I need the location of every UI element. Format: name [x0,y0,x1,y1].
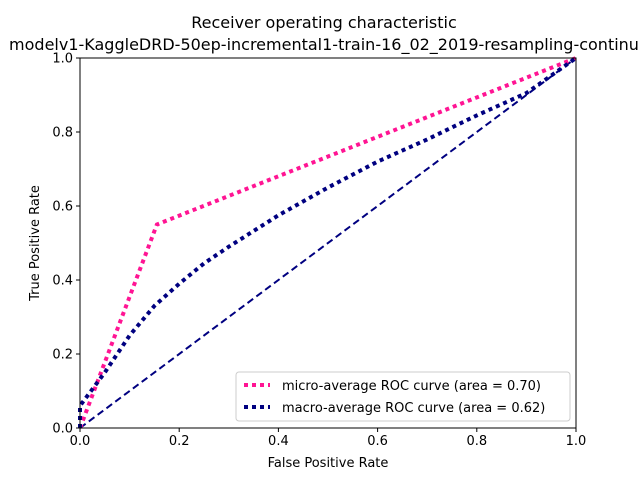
x-tick-label: 0.4 [268,434,289,449]
plot-area [78,56,578,429]
y-tick-label: 0.8 [52,126,73,141]
macro-average-roc-line [78,56,578,428]
y-tick-label: 0.0 [52,422,73,437]
chart-subtitle: modelv1-KaggleDRD-50ep-incremental1-trai… [9,35,639,55]
legend-label-micro: micro-average ROC curve (area = 0.70) [282,379,541,394]
y-tick-label: 0.2 [52,348,73,363]
micro-average-roc-line [78,56,577,429]
x-tick-label: 0.2 [169,434,190,449]
x-tick-label: 0.6 [367,434,388,449]
y-tick-label: 1.0 [52,52,73,67]
y-tick-label: 0.6 [52,200,73,215]
chance-diagonal-line [79,57,577,429]
x-tick-label: 0.0 [70,434,91,449]
axis-ticks: 0.0 0.2 0.4 0.6 0.8 1.0 0.0 0.2 0.4 0.6 0.8 1.0 [52,52,586,450]
plot-frame [79,57,577,429]
y-tick-label: 0.4 [52,274,73,289]
y-axis-label: True Positive Rate [28,185,43,302]
legend-label-macro: macro-average ROC curve (area = 0.62) [282,401,545,416]
x-tick-label: 0.8 [466,434,487,449]
legend: micro-average ROC curve (area = 0.70) ma… [235,371,571,422]
x-tick-label: 1.0 [566,434,587,449]
chart-title: Receiver operating characteristic [191,13,457,32]
legend-box [235,371,571,422]
x-axis-label: False Positive Rate [268,456,389,471]
